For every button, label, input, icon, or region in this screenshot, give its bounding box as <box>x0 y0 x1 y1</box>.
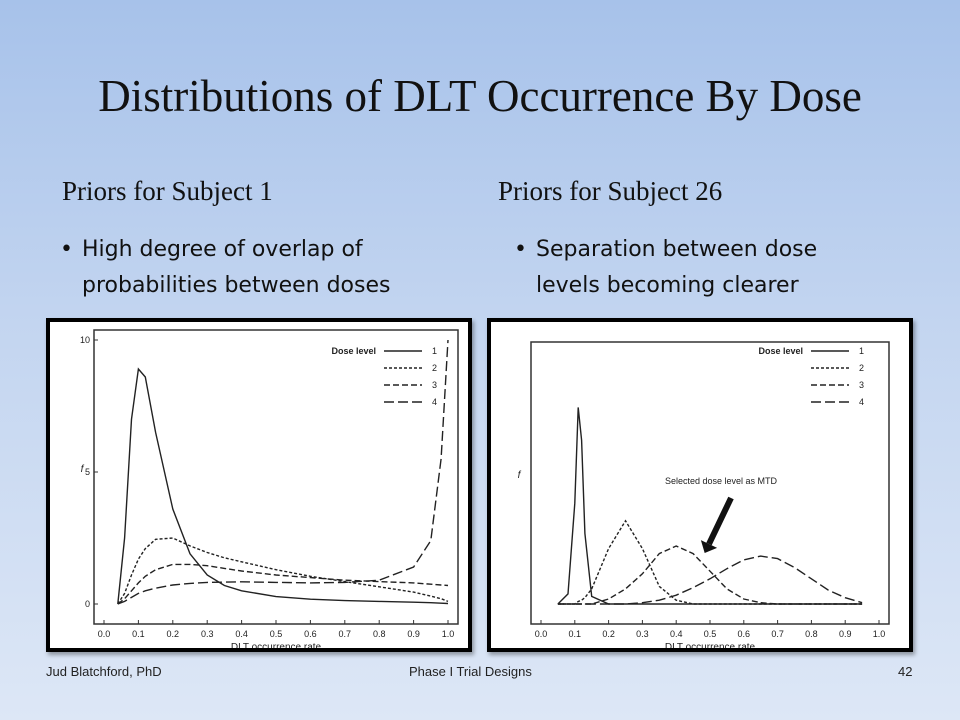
right-bullet-line2: levels becoming clearer <box>536 273 799 298</box>
legend-label-1: 1 <box>432 346 437 356</box>
series-1-line <box>117 367 449 605</box>
x-tick-label: 0.0 <box>98 629 111 639</box>
x-tick-label: 0.8 <box>805 629 818 639</box>
series-2-line <box>557 519 863 605</box>
y-axis-label: f <box>518 470 522 481</box>
footer-author: Jud Blatchford, PhD <box>46 664 162 679</box>
x-tick-label: 0.9 <box>407 629 420 639</box>
series-1-line <box>557 407 863 605</box>
x-tick-label: 0.6 <box>304 629 317 639</box>
y-tick-label: 10 <box>80 335 90 345</box>
annotation-text: Selected dose level as MTD <box>665 476 778 486</box>
x-tick-label: 0.4 <box>235 629 248 639</box>
x-tick-label: 0.2 <box>167 629 180 639</box>
y-tick-label: 5 <box>85 467 90 477</box>
x-tick-label: 0.9 <box>839 629 852 639</box>
x-tick-label: 0.4 <box>670 629 683 639</box>
x-tick-label: 0.7 <box>339 629 352 639</box>
legend-title: Dose level <box>758 346 803 356</box>
legend-label-3: 3 <box>432 380 437 390</box>
legend-label-3: 3 <box>859 380 864 390</box>
left-column-heading: Priors for Subject 1 <box>62 176 273 206</box>
x-tick-label: 0.7 <box>771 629 784 639</box>
legend-label-1: 1 <box>859 346 864 356</box>
right-chart: 0.0 0.1 0.2 0.3 0.4 0.5 0.6 0.7 0.8 0.9 1.0 DLT occ… <box>518 341 890 648</box>
series-4-line <box>557 555 863 605</box>
right-chart-panel: 0.0 0.1 0.2 0.3 0.4 0.5 0.6 0.7 0.8 0.9 1.0 DLT occ… <box>487 318 913 652</box>
y-axis-label: f <box>81 464 85 475</box>
x-axis-label: DLT occurrence rate <box>231 642 322 648</box>
series-3-line <box>557 545 863 605</box>
x-tick-label: 0.5 <box>704 629 717 639</box>
right-bullet-line1: Separation between dose <box>536 237 818 262</box>
x-axis-label: DLT occurrence rate <box>665 642 756 648</box>
x-tick-label: 0.8 <box>373 629 386 639</box>
left-chart: 0.0 0.1 0.2 0.3 0.4 0.5 0.6 0.7 0.8 0.9 1.0 DLT occ… <box>80 329 459 648</box>
bullet-dot: • <box>514 237 527 262</box>
series-2-line <box>117 537 449 605</box>
legend-label-2: 2 <box>859 363 864 373</box>
left-chart-panel: 0.0 0.1 0.2 0.3 0.4 0.5 0.6 0.7 0.8 0.9 1.0 DLT occ… <box>46 318 472 652</box>
x-tick-label: 0.2 <box>602 629 615 639</box>
slide-title: Distributions of DLT Occurrence By Dose <box>98 71 862 121</box>
x-tick-label: 0.3 <box>201 629 214 639</box>
legend-label-2: 2 <box>432 363 437 373</box>
left-bullet-line1: High degree of overlap of <box>82 237 363 262</box>
left-bullet-line2: probabilities between doses <box>82 273 391 298</box>
annotation-arrow-shaft <box>706 496 734 546</box>
x-tick-label: 0.0 <box>535 629 548 639</box>
annotation-arrow-head <box>700 540 718 554</box>
bullet-dot: • <box>60 237 73 262</box>
right-bullet: • Separation between dose levels becomin… <box>514 232 936 304</box>
series-3-line <box>117 563 449 605</box>
x-tick-label: 1.0 <box>442 629 455 639</box>
x-tick-label: 0.3 <box>636 629 649 639</box>
legend-label-4: 4 <box>432 397 437 407</box>
y-tick-label: 0 <box>85 599 90 609</box>
x-tick-label: 0.1 <box>132 629 145 639</box>
series-4-line <box>117 339 449 605</box>
plot-frame <box>93 329 459 625</box>
footer-center: Phase I Trial Designs <box>409 664 532 679</box>
x-tick-label: 1.0 <box>873 629 886 639</box>
right-column-heading: Priors for Subject 26 <box>498 176 723 206</box>
legend-label-4: 4 <box>859 397 864 407</box>
legend-title: Dose level <box>331 346 376 356</box>
x-tick-label: 0.1 <box>569 629 582 639</box>
x-tick-label: 0.6 <box>738 629 751 639</box>
footer-page-number: 42 <box>898 664 913 679</box>
left-bullet: • High degree of overlap of probabilitie… <box>60 232 482 304</box>
x-tick-label: 0.5 <box>270 629 283 639</box>
